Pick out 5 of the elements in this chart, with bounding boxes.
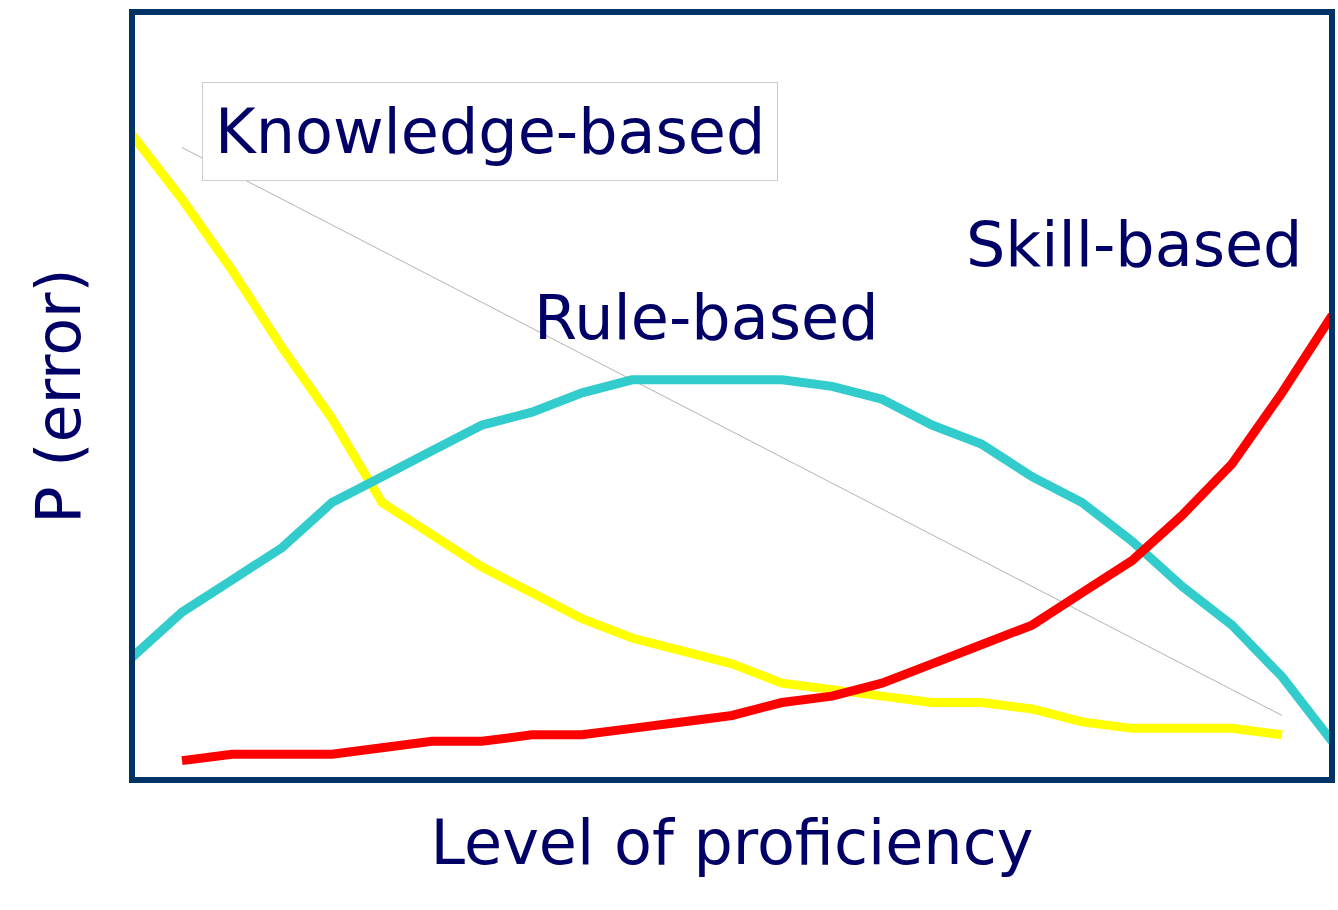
series-label: Skill-based [966,208,1303,281]
series-label: Knowledge-based [215,95,766,168]
x-axis-title: Level of proficiency [430,805,1034,879]
y-axis-title: P (error) [21,268,95,524]
series-label: Rule-based [534,281,879,354]
